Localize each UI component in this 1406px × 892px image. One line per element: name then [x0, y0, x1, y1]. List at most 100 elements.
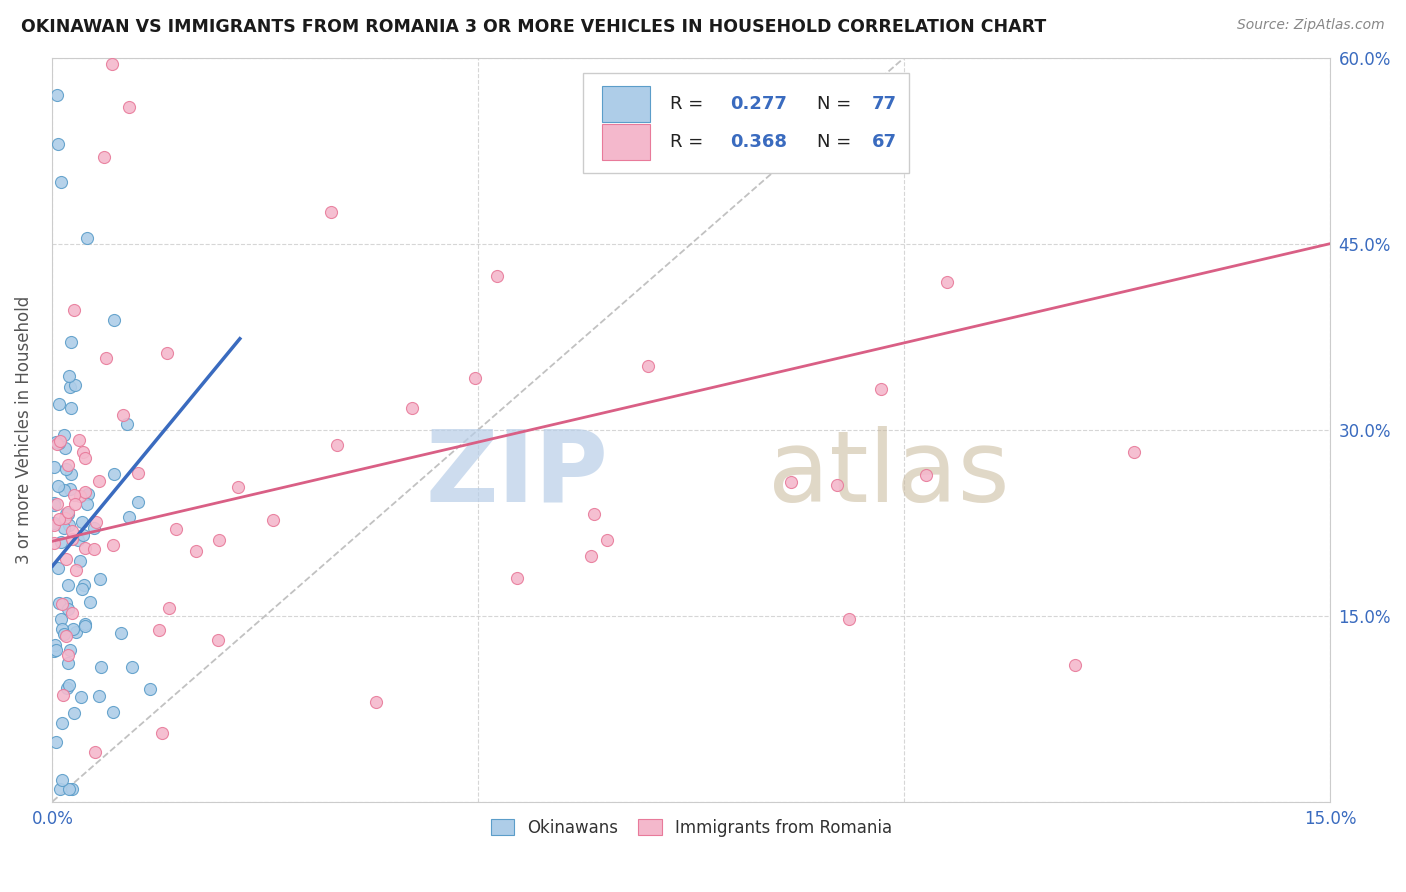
Point: [90, 659, 112, 673]
Point: [75, 484, 97, 499]
Point: [111, 409, 134, 423]
Point: [1122, 445, 1144, 459]
Point: [55, 596, 77, 610]
Point: [60, 401, 83, 415]
Point: [58, 369, 80, 384]
Text: R =: R =: [669, 95, 709, 112]
Point: [56, 505, 79, 519]
Point: [73, 619, 96, 633]
Point: [93, 150, 115, 164]
Point: [581, 549, 603, 564]
Point: [72, 445, 94, 459]
Point: [65, 378, 87, 392]
Point: [127, 494, 149, 508]
Point: [118, 510, 141, 524]
Text: 0.277: 0.277: [730, 95, 786, 112]
Point: [56, 507, 79, 521]
Point: [83, 541, 105, 556]
Point: [59, 380, 82, 394]
Text: ZIP: ZIP: [426, 425, 609, 523]
Point: [53, 627, 76, 641]
Point: [44, 516, 66, 531]
Point: [87, 690, 110, 704]
Point: [51, 597, 73, 611]
Point: [62, 303, 84, 318]
Point: [870, 382, 893, 396]
Point: [55, 552, 77, 566]
Point: [485, 268, 508, 283]
Point: [46, 561, 69, 575]
Point: [103, 313, 125, 327]
Point: [65, 625, 87, 640]
Point: [101, 57, 124, 71]
Point: [69, 690, 91, 704]
Point: [79, 595, 101, 609]
Point: [366, 695, 388, 709]
Point: [83, 521, 105, 535]
Point: [49, 534, 72, 549]
Point: [150, 726, 173, 740]
Point: [49, 175, 72, 189]
Point: [58, 518, 80, 533]
Point: [73, 577, 96, 591]
Point: [55, 462, 77, 476]
Point: [44, 638, 66, 652]
Text: 0.368: 0.368: [730, 133, 786, 151]
Point: [825, 478, 848, 492]
Point: [59, 643, 82, 657]
Point: [46, 437, 69, 451]
Point: [184, 543, 207, 558]
Point: [70, 582, 93, 597]
Point: [45, 735, 67, 749]
Text: N =: N =: [817, 133, 856, 151]
Point: [207, 632, 229, 647]
Point: [48, 596, 70, 610]
Point: [780, 475, 803, 490]
Point: [89, 572, 111, 586]
Point: [48, 435, 70, 450]
Point: [67, 434, 90, 448]
Point: [326, 438, 349, 452]
Point: [127, 466, 149, 480]
Point: [96, 351, 118, 366]
Point: [77, 487, 100, 501]
Point: [44, 535, 66, 549]
Point: [53, 511, 76, 525]
Text: Source: ZipAtlas.com: Source: ZipAtlas.com: [1237, 18, 1385, 32]
Point: [59, 483, 82, 497]
Point: [55, 507, 77, 521]
Y-axis label: 3 or more Vehicles in Household: 3 or more Vehicles in Household: [15, 295, 32, 564]
Point: [44, 496, 66, 510]
Point: [51, 622, 73, 636]
Point: [45, 434, 67, 449]
Point: [53, 428, 76, 442]
Point: [506, 571, 529, 585]
Point: [596, 533, 619, 547]
Point: [464, 371, 486, 385]
Point: [165, 522, 187, 536]
Point: [84, 515, 107, 529]
Point: [44, 460, 66, 475]
Point: [52, 521, 75, 535]
Point: [76, 498, 98, 512]
Point: [56, 578, 79, 592]
Point: [148, 623, 170, 637]
Point: [73, 541, 96, 555]
Point: [157, 601, 180, 615]
Point: [69, 554, 91, 568]
Point: [60, 467, 83, 482]
Point: [84, 745, 107, 759]
Point: [75, 616, 97, 631]
Point: [838, 612, 860, 626]
Point: [51, 772, 73, 787]
Point: [55, 681, 77, 696]
Point: [118, 100, 141, 114]
Point: [44, 518, 66, 533]
Point: [53, 483, 76, 497]
Point: [45, 642, 67, 657]
FancyBboxPatch shape: [602, 124, 651, 160]
FancyBboxPatch shape: [582, 72, 908, 173]
Point: [58, 678, 80, 692]
Point: [1063, 658, 1085, 673]
Point: [76, 231, 98, 245]
